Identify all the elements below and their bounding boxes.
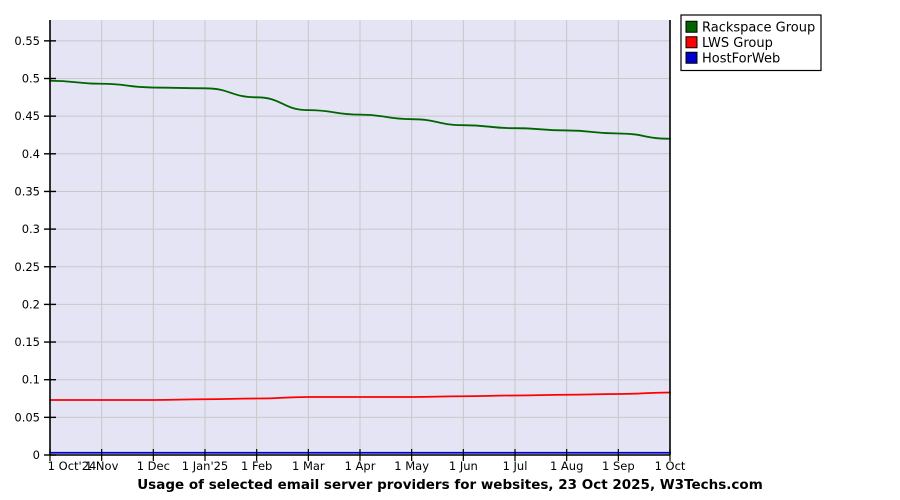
x-tick-label: 1 Nov — [85, 459, 119, 473]
x-tick-label: 1 Oct — [655, 459, 686, 473]
y-tick-label: 0.3 — [22, 222, 40, 236]
x-tick-label: 1 Oct'24 — [48, 459, 97, 473]
x-tick-label: 1 Sep — [602, 459, 635, 473]
x-tick-label: 1 Mar — [292, 459, 325, 473]
legend-label-rackspace-group: Rackspace Group — [702, 20, 815, 35]
legend-label-lws-group: LWS Group — [702, 36, 773, 51]
x-tick-label: 1 May — [394, 459, 429, 473]
y-tick-label: 0.2 — [22, 297, 40, 311]
x-tick-label: 1 Dec — [137, 459, 170, 473]
series-line-lws-group — [49, 391, 671, 401]
legend-swatch-hostforweb — [685, 51, 698, 64]
legend-label-hostforweb: HostForWeb — [702, 51, 780, 66]
series-line-rackspace-group — [49, 79, 671, 140]
legend-swatch-lws — [685, 36, 698, 49]
y-tick-label: 0.55 — [14, 34, 40, 48]
y-tick-label: 0 — [33, 448, 40, 462]
x-tick-label: 1 Jul — [503, 459, 528, 473]
y-tick-label: 0.45 — [14, 109, 40, 123]
legend-swatch-rackspace — [685, 20, 698, 33]
y-tick-label: 0.25 — [14, 260, 40, 274]
y-axis-ticks: 0 0.05 0.1 0.15 0.2 0.25 0.3 0.35 0.4 0.45 0.5 0.55 — [14, 34, 56, 462]
x-tick-label: 1 Feb — [241, 459, 272, 473]
x-tick-label: 1 Jun — [449, 459, 478, 473]
y-tick-label: 0.4 — [22, 147, 40, 161]
x-tick-label: 1 Aug — [550, 459, 583, 473]
x-tick-label: 1 Jan'25 — [182, 459, 229, 473]
legend-box — [680, 14, 822, 72]
y-tick-label: 0.35 — [14, 184, 40, 198]
x-axis-ticks: 1 Oct'241 Nov 1 Dec 1 Jan'25 1 Feb 1 Mar 1 Ap… — [48, 449, 686, 473]
chart-caption: Usage of selected email server providers… — [137, 477, 763, 493]
y-tick-label: 0.5 — [22, 72, 40, 86]
x-tick-label: 1 Apr — [345, 459, 376, 473]
y-tick-label: 0.15 — [14, 335, 40, 349]
grid-lines — [49, 20, 671, 456]
y-tick-label: 0.05 — [14, 410, 40, 424]
y-tick-label: 0.1 — [22, 373, 40, 387]
